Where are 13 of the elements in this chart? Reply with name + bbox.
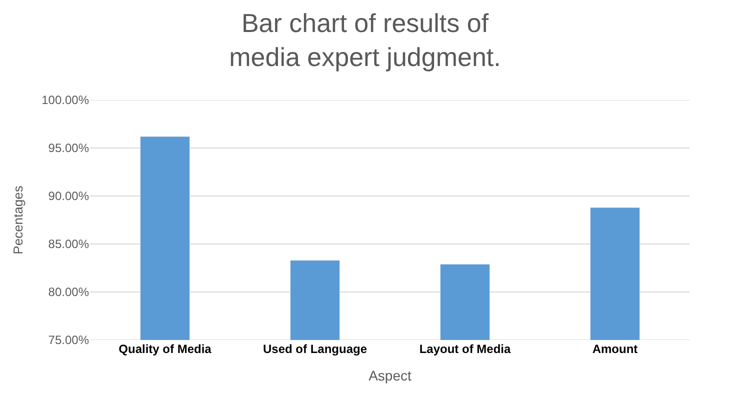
- y-tick-label: 85.00%: [48, 237, 90, 252]
- y-tick-label: 95.00%: [48, 141, 90, 156]
- x-axis-title: Aspect: [368, 367, 412, 384]
- y-tick-label: 80.00%: [48, 285, 90, 300]
- x-tick-label: Used of Language: [262, 342, 368, 356]
- x-tick-label: Amount: [592, 342, 638, 356]
- y-axis-title: Pecentages: [10, 185, 26, 254]
- y-tick-label: 100.00%: [42, 93, 90, 108]
- x-tick-label: Quality of Media: [118, 342, 212, 356]
- y-tick-label: 75.00%: [48, 333, 90, 348]
- y-tick-label: 90.00%: [48, 189, 90, 204]
- x-tick-label: Layout of Media: [419, 342, 511, 356]
- chart-title: Bar chart of results of media expert judgment.: [229, 8, 501, 72]
